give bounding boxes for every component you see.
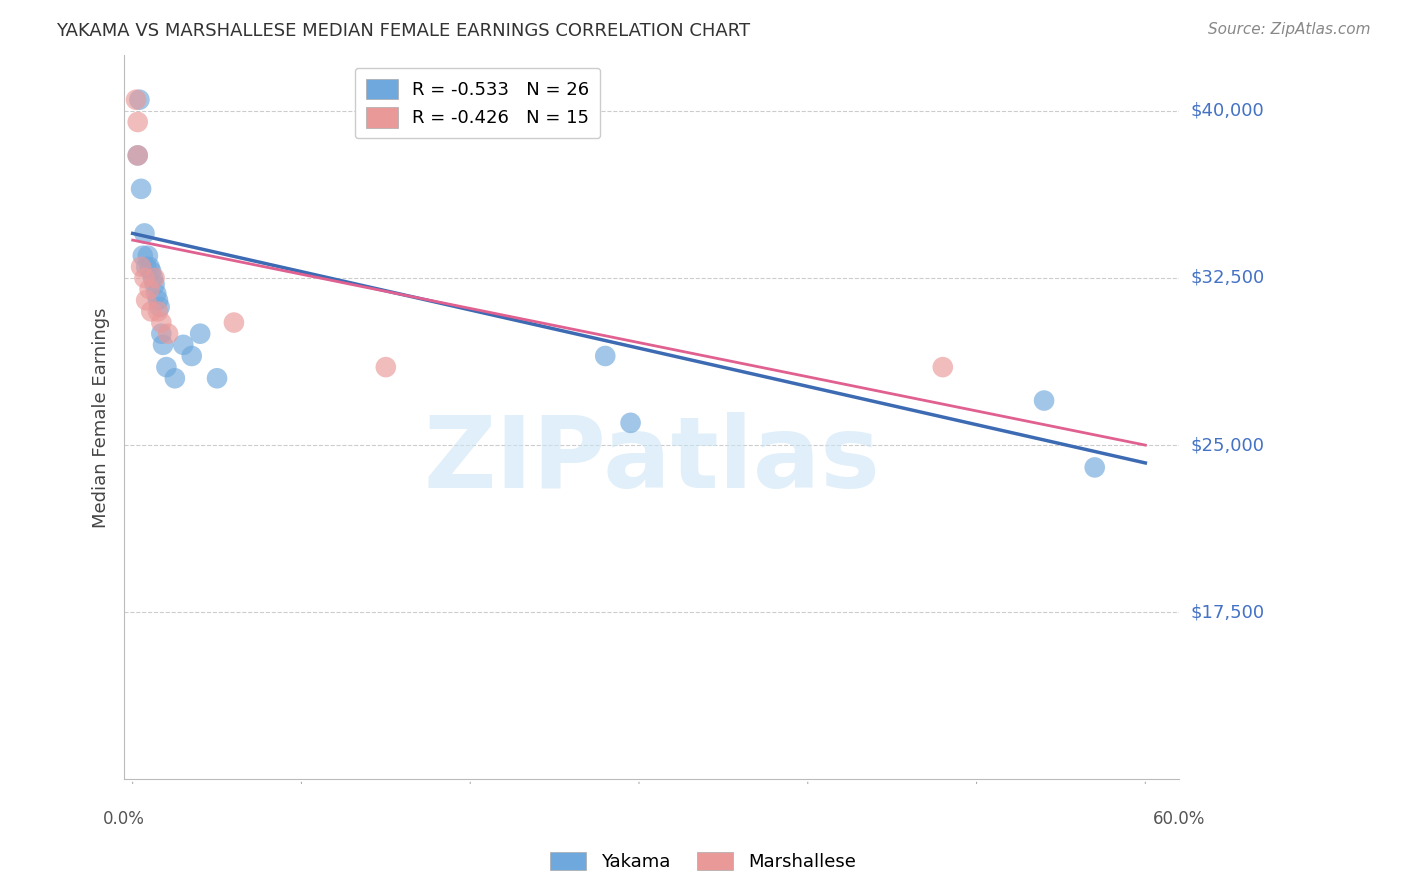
Marshallese <box>146 304 169 318</box>
Text: ZIPatlas: ZIPatlas <box>423 412 880 509</box>
Yakama <box>188 326 211 341</box>
Legend: Yakama, Marshallese: Yakama, Marshallese <box>543 845 863 879</box>
Yakama <box>127 148 149 162</box>
Marshallese <box>129 260 152 274</box>
Yakama <box>1084 460 1107 475</box>
Marshallese <box>150 316 173 330</box>
Yakama <box>129 182 152 196</box>
Yakama <box>132 249 155 263</box>
Yakama <box>155 360 177 375</box>
Yakama <box>134 227 156 241</box>
Yakama <box>135 260 157 274</box>
Yakama <box>141 264 163 278</box>
Yakama <box>152 338 174 352</box>
Marshallese <box>138 282 160 296</box>
Yakama <box>142 271 165 285</box>
Text: $17,500: $17,500 <box>1191 603 1264 621</box>
Yakama <box>138 260 160 274</box>
Marshallese <box>932 360 955 375</box>
Text: $40,000: $40,000 <box>1191 102 1264 120</box>
Yakama <box>593 349 616 363</box>
Yakama <box>180 349 202 363</box>
Text: Source: ZipAtlas.com: Source: ZipAtlas.com <box>1208 22 1371 37</box>
Marshallese <box>141 304 163 318</box>
Legend: R = -0.533   N = 26, R = -0.426   N = 15: R = -0.533 N = 26, R = -0.426 N = 15 <box>354 68 600 138</box>
Yakama <box>150 326 173 341</box>
Text: 0.0%: 0.0% <box>103 810 145 828</box>
Yakama <box>145 286 167 301</box>
Marshallese <box>143 271 166 285</box>
Yakama <box>136 249 159 263</box>
Yakama <box>619 416 641 430</box>
Yakama <box>163 371 186 385</box>
Marshallese <box>222 316 245 330</box>
Yakama <box>1033 393 1056 408</box>
Yakama <box>146 293 169 308</box>
Text: $25,000: $25,000 <box>1191 436 1264 454</box>
Marshallese <box>135 293 157 308</box>
Yakama <box>128 93 150 107</box>
Yakama <box>149 300 172 314</box>
Marshallese <box>127 148 149 162</box>
Text: YAKAMA VS MARSHALLESE MEDIAN FEMALE EARNINGS CORRELATION CHART: YAKAMA VS MARSHALLESE MEDIAN FEMALE EARN… <box>56 22 751 40</box>
Marshallese <box>374 360 396 375</box>
Yakama <box>205 371 228 385</box>
Marshallese <box>125 93 148 107</box>
Yakama <box>172 338 194 352</box>
Text: $32,500: $32,500 <box>1191 269 1264 287</box>
Marshallese <box>127 115 149 129</box>
Yakama <box>143 277 166 292</box>
Text: 60.0%: 60.0% <box>1153 810 1205 828</box>
Marshallese <box>134 271 156 285</box>
Y-axis label: Median Female Earnings: Median Female Earnings <box>93 307 110 527</box>
Marshallese <box>157 326 180 341</box>
